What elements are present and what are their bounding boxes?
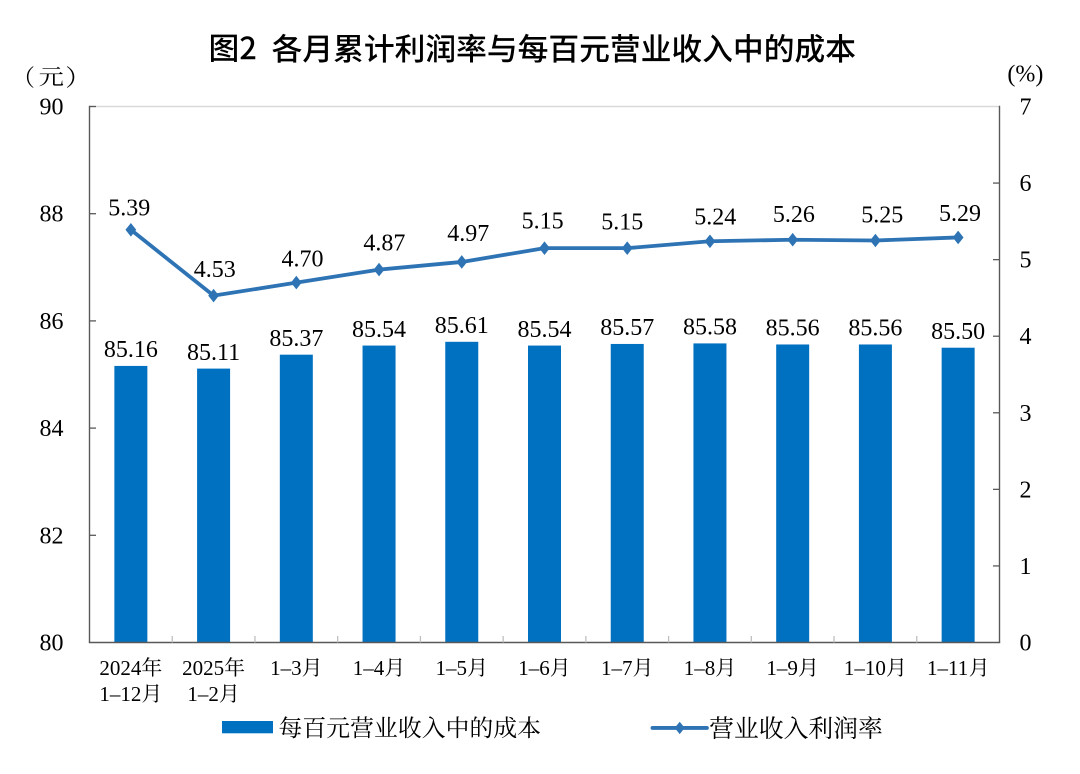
svg-text:1–11: 1–11 — [927, 656, 968, 680]
svg-text:4.70: 4.70 — [282, 247, 324, 273]
svg-text:1–2: 1–2 — [187, 682, 219, 706]
svg-text:2: 2 — [1020, 477, 1032, 503]
svg-text:5.24: 5.24 — [694, 205, 736, 231]
svg-text:5.15: 5.15 — [601, 209, 643, 235]
svg-text:1: 1 — [1020, 554, 1032, 580]
svg-text:(%): (%) — [1007, 62, 1043, 88]
svg-text:1–6: 1–6 — [518, 656, 550, 680]
svg-text:5: 5 — [1020, 248, 1032, 274]
svg-text:0: 0 — [1020, 631, 1032, 657]
svg-text:88: 88 — [40, 202, 64, 228]
svg-text:1–5: 1–5 — [436, 656, 468, 680]
svg-text:6: 6 — [1020, 171, 1032, 197]
svg-text:3: 3 — [1020, 401, 1032, 427]
svg-text:80: 80 — [40, 631, 64, 657]
svg-text:85.16: 85.16 — [104, 337, 158, 363]
svg-text:1–12: 1–12 — [99, 682, 141, 706]
svg-text:82: 82 — [40, 523, 64, 549]
svg-text:85.57: 85.57 — [600, 315, 654, 341]
svg-text:4: 4 — [1020, 324, 1032, 350]
svg-text:1–7: 1–7 — [601, 656, 633, 680]
svg-text:86: 86 — [40, 309, 64, 335]
svg-text:5.25: 5.25 — [861, 203, 903, 229]
svg-text:4.53: 4.53 — [194, 257, 236, 283]
svg-text:85.54: 85.54 — [518, 317, 572, 343]
svg-text:85.11: 85.11 — [187, 340, 240, 366]
svg-text:5.26: 5.26 — [773, 202, 815, 228]
svg-text:2024: 2024 — [99, 656, 142, 680]
svg-text:5.29: 5.29 — [939, 201, 981, 227]
svg-text:85.54: 85.54 — [352, 317, 406, 343]
svg-text:1–4: 1–4 — [353, 656, 385, 680]
svg-text:85.56: 85.56 — [848, 316, 902, 342]
svg-text:85.50: 85.50 — [931, 319, 985, 345]
svg-text:85.61: 85.61 — [435, 313, 489, 339]
svg-text:85.37: 85.37 — [269, 326, 323, 352]
svg-text:7: 7 — [1020, 95, 1032, 121]
svg-text:1–9: 1–9 — [766, 656, 798, 680]
svg-text:1–10: 1–10 — [844, 656, 886, 680]
svg-text:4.97: 4.97 — [447, 221, 489, 247]
svg-text:1–3: 1–3 — [270, 656, 302, 680]
svg-text:2025: 2025 — [182, 656, 224, 680]
svg-text:85.58: 85.58 — [683, 315, 737, 341]
svg-text:5.15: 5.15 — [522, 208, 564, 234]
svg-text:90: 90 — [40, 95, 64, 121]
svg-text:4.87: 4.87 — [363, 231, 405, 257]
svg-text:5.39: 5.39 — [108, 195, 150, 221]
svg-text:85.56: 85.56 — [766, 316, 820, 342]
svg-text:1–8: 1–8 — [684, 656, 716, 680]
svg-text:84: 84 — [40, 416, 64, 442]
